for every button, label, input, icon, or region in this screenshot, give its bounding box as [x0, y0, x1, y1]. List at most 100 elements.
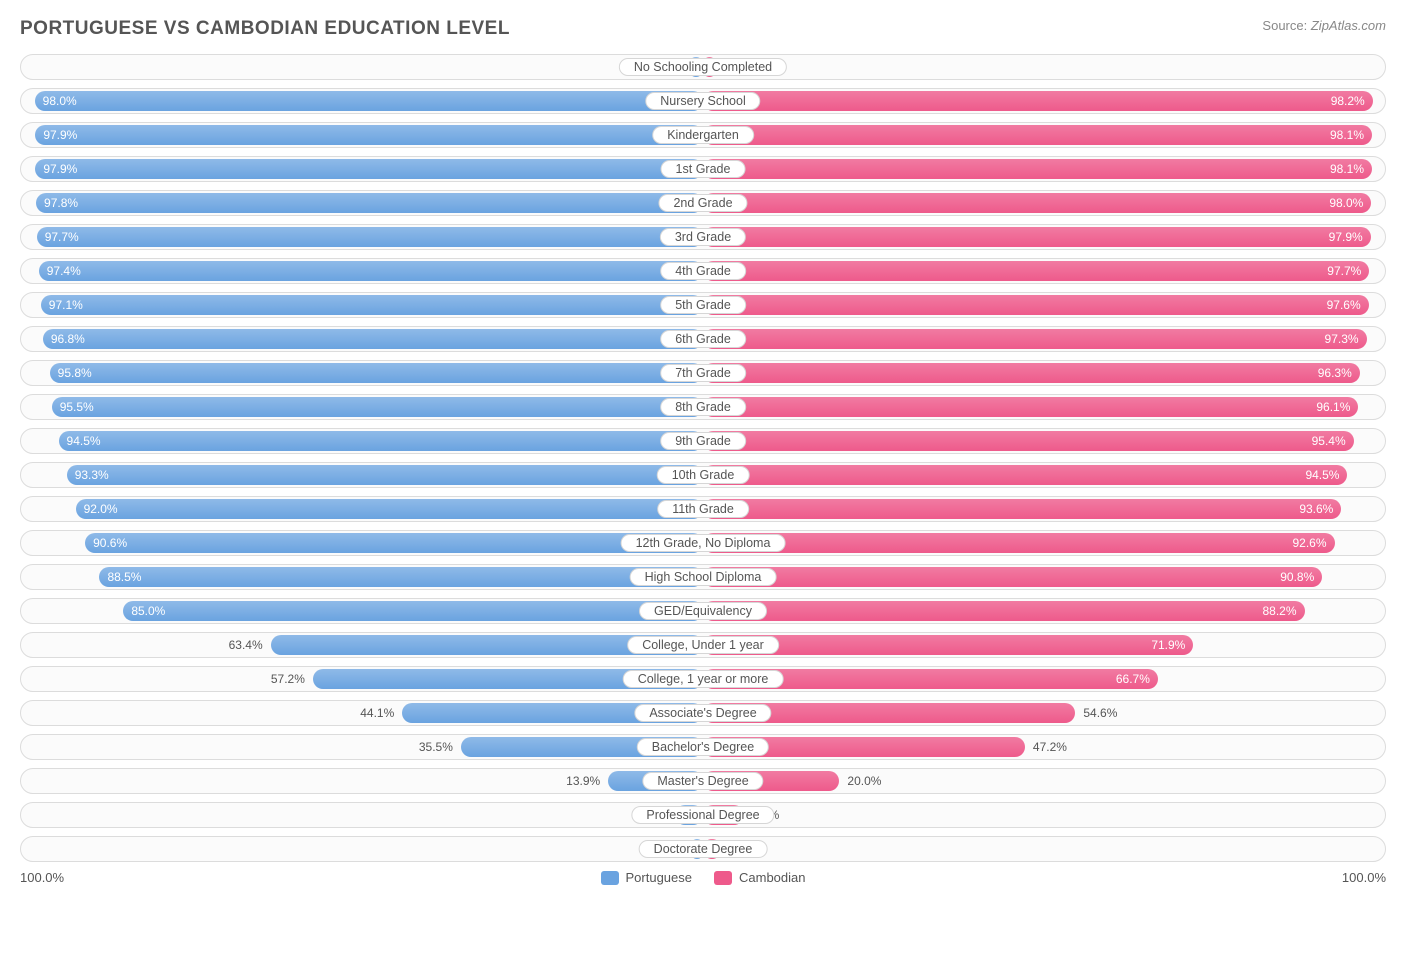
- bar-left-value: 44.1%: [360, 706, 394, 720]
- chart-row: 85.0% 88.2% GED/Equivalency: [20, 598, 1386, 624]
- legend-item-left: Portuguese: [601, 870, 693, 885]
- legend-label-left: Portuguese: [626, 870, 693, 885]
- bar-left: 97.8%: [36, 193, 703, 213]
- row-category-label: Master's Degree: [642, 772, 763, 790]
- bar-left: 96.8%: [43, 329, 703, 349]
- axis-left-max: 100.0%: [20, 870, 64, 885]
- bar-left: 92.0%: [76, 499, 703, 519]
- bar-right: 88.2%: [703, 601, 1305, 621]
- bar-left-value: 96.8%: [51, 332, 85, 346]
- bar-left-value: 97.7%: [45, 230, 79, 244]
- chart-row: 44.1% 54.6% Associate's Degree: [20, 700, 1386, 726]
- bar-right: 96.1%: [703, 397, 1358, 417]
- bar-right: 96.3%: [703, 363, 1360, 383]
- bar-left: 95.8%: [50, 363, 703, 383]
- bar-left-value: 90.6%: [93, 536, 127, 550]
- bar-right: 90.8%: [703, 567, 1322, 587]
- bar-right: 98.2%: [703, 91, 1373, 111]
- bar-right: 93.6%: [703, 499, 1341, 519]
- bar-left: 97.1%: [41, 295, 703, 315]
- row-category-label: No Schooling Completed: [619, 58, 787, 76]
- bar-left-value: 63.4%: [229, 638, 263, 652]
- row-category-label: 12th Grade, No Diploma: [621, 534, 786, 552]
- row-category-label: GED/Equivalency: [639, 602, 767, 620]
- bar-left: 97.9%: [35, 159, 703, 179]
- row-category-label: 2nd Grade: [658, 194, 747, 212]
- bar-left: 97.7%: [37, 227, 703, 247]
- bar-right: 98.1%: [703, 159, 1372, 179]
- bar-left: 97.4%: [39, 261, 703, 281]
- bar-right: 97.3%: [703, 329, 1367, 349]
- chart-row: 97.4%97.7%4th Grade: [20, 258, 1386, 284]
- row-category-label: 5th Grade: [660, 296, 746, 314]
- row-category-label: College, 1 year or more: [623, 670, 784, 688]
- chart-row: 92.0%93.6%11th Grade: [20, 496, 1386, 522]
- legend-swatch-right: [714, 871, 732, 885]
- chart-row: 97.7%97.9%3rd Grade: [20, 224, 1386, 250]
- row-category-label: Doctorate Degree: [639, 840, 768, 858]
- bar-left: 90.6%: [85, 533, 703, 553]
- chart-row: 13.9%20.0%Master's Degree: [20, 768, 1386, 794]
- chart-axis: 100.0% Portuguese Cambodian 100.0%: [20, 870, 1386, 885]
- bar-left: 94.5%: [59, 431, 703, 451]
- chart-row: 98.0% 98.2% Nursery School: [20, 88, 1386, 114]
- bar-left: 85.0%: [123, 601, 703, 621]
- chart-title: PORTUGUESE VS CAMBODIAN EDUCATION LEVEL: [20, 18, 510, 40]
- axis-right-max: 100.0%: [1342, 870, 1386, 885]
- chart-row: 97.9% 98.1% 1st Grade: [20, 156, 1386, 182]
- bar-right-value: 95.4%: [1312, 434, 1346, 448]
- source-prefix: Source:: [1262, 18, 1307, 33]
- chart-row: 95.8% 96.3% 7th Grade: [20, 360, 1386, 386]
- bar-right-value: 88.2%: [1262, 604, 1296, 618]
- bar-left-value: 97.8%: [44, 196, 78, 210]
- chart-row: 93.3%94.5%10th Grade: [20, 462, 1386, 488]
- bar-right-value: 20.0%: [847, 774, 881, 788]
- bar-right-value: 98.1%: [1330, 128, 1364, 142]
- source-attribution: Source: ZipAtlas.com: [1262, 18, 1386, 33]
- bar-right: 92.6%: [703, 533, 1335, 553]
- row-category-label: Associate's Degree: [634, 704, 771, 722]
- row-category-label: 4th Grade: [660, 262, 746, 280]
- chart-row: 90.6% 92.6%12th Grade, No Diploma: [20, 530, 1386, 556]
- bar-right-value: 54.6%: [1083, 706, 1117, 720]
- bar-left-value: 97.9%: [43, 162, 77, 176]
- bar-right-value: 98.0%: [1329, 196, 1363, 210]
- row-category-label: College, Under 1 year: [627, 636, 779, 654]
- row-category-label: 8th Grade: [660, 398, 746, 416]
- row-category-label: 1st Grade: [661, 160, 746, 178]
- bar-right-value: 94.5%: [1305, 468, 1339, 482]
- legend-swatch-left: [601, 871, 619, 885]
- chart-row: 97.8% 98.0% 2nd Grade: [20, 190, 1386, 216]
- bar-right-value: 93.6%: [1299, 502, 1333, 516]
- legend-label-right: Cambodian: [739, 870, 806, 885]
- bar-right-value: 97.6%: [1327, 298, 1361, 312]
- bar-right-value: 47.2%: [1033, 740, 1067, 754]
- bar-right-value: 96.3%: [1318, 366, 1352, 380]
- bar-left-value: 57.2%: [271, 672, 305, 686]
- bar-right-value: 98.1%: [1330, 162, 1364, 176]
- bar-left-value: 95.8%: [58, 366, 92, 380]
- bar-right: 98.0%: [703, 193, 1371, 213]
- chart-row: 1.8%2.6%Doctorate Degree: [20, 836, 1386, 862]
- chart-row: 57.2%66.7%College, 1 year or more: [20, 666, 1386, 692]
- bar-right: 94.5%: [703, 465, 1347, 485]
- bar-left-value: 85.0%: [131, 604, 165, 618]
- chart-row: 63.4%71.9%College, Under 1 year: [20, 632, 1386, 658]
- bar-right: 97.6%: [703, 295, 1369, 315]
- bar-right: 95.4%: [703, 431, 1354, 451]
- chart-row: 95.5% 96.1% 8th Grade: [20, 394, 1386, 420]
- chart-row: 35.5%47.2%Bachelor's Degree: [20, 734, 1386, 760]
- bar-left-value: 98.0%: [43, 94, 77, 108]
- row-category-label: 6th Grade: [660, 330, 746, 348]
- row-category-label: 7th Grade: [660, 364, 746, 382]
- bar-left-value: 95.5%: [60, 400, 94, 414]
- bar-left-value: 35.5%: [419, 740, 453, 754]
- source-value: ZipAtlas.com: [1311, 18, 1386, 33]
- chart-legend: Portuguese Cambodian: [601, 870, 806, 885]
- legend-item-right: Cambodian: [714, 870, 806, 885]
- diverging-bar-chart: 2.1%1.9%No Schooling Completed98.0%98.2%…: [20, 54, 1386, 862]
- bar-left-value: 94.5%: [67, 434, 101, 448]
- bar-right-value: 98.2%: [1331, 94, 1365, 108]
- row-category-label: Nursery School: [645, 92, 760, 110]
- bar-right-value: 96.1%: [1316, 400, 1350, 414]
